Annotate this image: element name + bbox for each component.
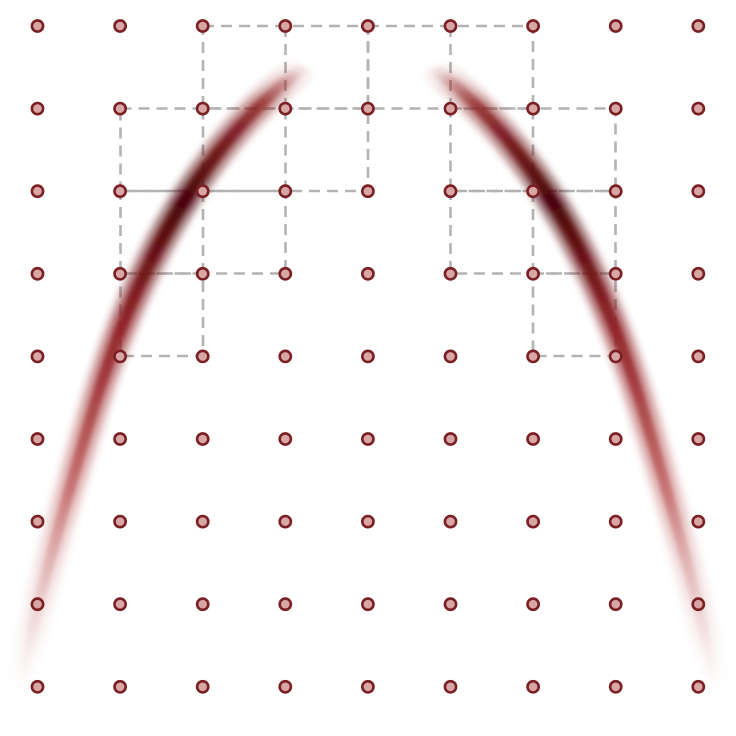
grid-node (278, 19, 293, 33)
grid-node (526, 679, 540, 694)
grid-node (526, 597, 540, 612)
patch-left-row1 (119, 107, 370, 193)
grid-node (443, 349, 458, 364)
grid-node (278, 184, 293, 199)
grid-node (195, 266, 210, 281)
grid-node (278, 349, 293, 364)
grid-node (443, 514, 458, 529)
grid-node (691, 349, 706, 364)
grid-node (195, 101, 210, 116)
grid-nodes (30, 19, 706, 694)
grid-node (195, 184, 210, 199)
grid-node (195, 432, 210, 446)
grid-node (113, 514, 127, 529)
patch-right-row3 (531, 272, 617, 358)
grid-node (278, 679, 293, 694)
grid-node (526, 266, 540, 281)
grid-node (443, 679, 458, 694)
grid-node (608, 349, 623, 364)
grid-node (443, 266, 458, 281)
grid-node (691, 679, 706, 694)
grid-node (278, 597, 293, 612)
grid-node (195, 349, 210, 364)
grid-node (360, 514, 375, 529)
grid-node (360, 266, 375, 281)
grid-node (30, 184, 45, 199)
grid-node (608, 679, 623, 694)
grid-node (608, 184, 623, 199)
grid-node (195, 514, 210, 529)
grid-node (691, 597, 706, 612)
grid-node (195, 597, 210, 612)
grid-node (608, 266, 623, 281)
grid-node (691, 514, 706, 529)
grid-node (113, 266, 127, 281)
grid-node (608, 514, 623, 529)
grid-node (360, 184, 375, 199)
grid-node (360, 597, 375, 612)
grid-node (30, 19, 45, 33)
grid-node (526, 19, 540, 33)
grid-node (443, 101, 458, 116)
grid-node (526, 349, 540, 364)
grid-node (195, 19, 210, 33)
grid-node (30, 266, 45, 281)
grid-node (278, 514, 293, 529)
grid-node (113, 19, 127, 33)
grid-node (360, 101, 375, 116)
grid-node (360, 432, 375, 446)
grid-node (526, 514, 540, 529)
grid-node (608, 432, 623, 446)
grid-node (526, 184, 540, 199)
grid-node (30, 101, 45, 116)
grid-node (360, 679, 375, 694)
grid-node (443, 19, 458, 33)
grid-node (113, 679, 127, 694)
grid-node (691, 266, 706, 281)
grid-node (443, 184, 458, 199)
grid-node (443, 432, 458, 446)
grid-node (30, 349, 45, 364)
grid-node (113, 101, 127, 116)
grid-node (691, 101, 706, 116)
grid-node (526, 432, 540, 446)
grid-node (30, 597, 45, 612)
grid-node (526, 101, 540, 116)
grid-node (278, 266, 293, 281)
grid-node (113, 432, 127, 446)
grid-node (113, 597, 127, 612)
grid-node (278, 101, 293, 116)
grid-node (30, 514, 45, 529)
grid-node (608, 597, 623, 612)
grid-node (360, 19, 375, 33)
grid-node (443, 597, 458, 612)
grid-node (608, 101, 623, 116)
grid-node (30, 432, 45, 446)
grid-node (360, 349, 375, 364)
grid-node (691, 184, 706, 199)
grid-node (608, 19, 623, 33)
grid-node (113, 349, 127, 364)
grid-node (30, 679, 45, 694)
grid-node (691, 19, 706, 33)
grid-node (278, 432, 293, 446)
grid-node (113, 184, 127, 199)
grid-node (691, 432, 706, 446)
grid-node (195, 679, 210, 694)
